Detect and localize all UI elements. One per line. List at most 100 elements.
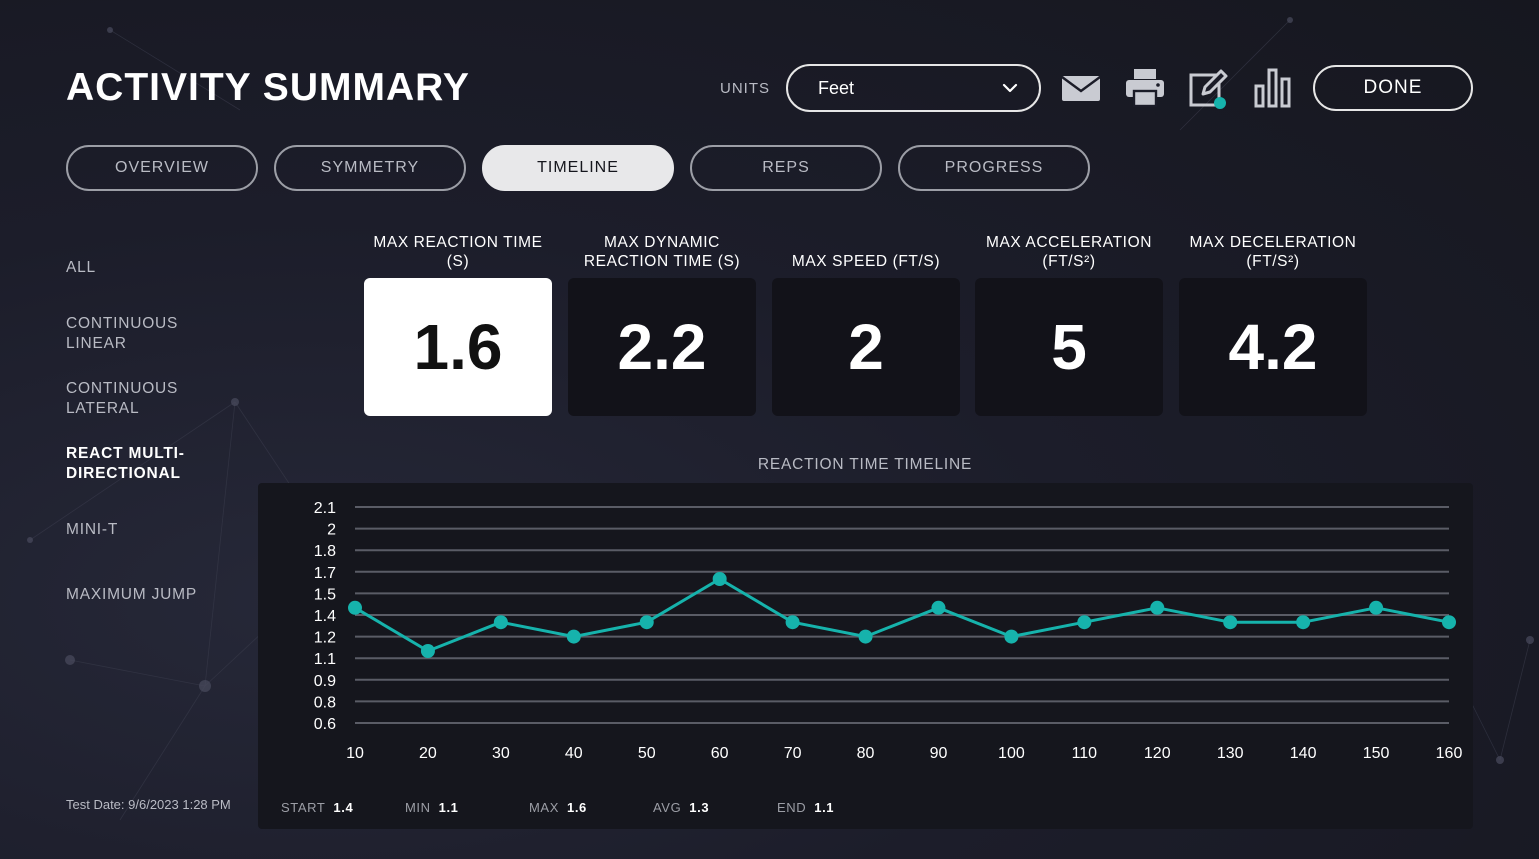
data-point xyxy=(858,629,873,644)
reaction-time-chart-panel: 2.1 2 1.8 1.7 1.5 1.4 1.2 1.1 0.9 0.8 0.6 10 20 30 40 5… xyxy=(258,483,1473,829)
x-tick-label: 50 xyxy=(638,745,656,762)
stat-end: END 1.1 xyxy=(777,800,901,815)
chart-title: REACTION TIME TIMELINE xyxy=(757,456,973,473)
y-tick-label: 1.7 xyxy=(314,565,336,582)
sidebar-item-all[interactable]: ALL xyxy=(66,259,96,276)
metric-card-max-dynamic-reaction-time[interactable]: MAX DYNAMIC REACTION TIME (S) 2.2 xyxy=(568,231,756,416)
bar-chart-icon[interactable] xyxy=(1251,66,1295,110)
series-line xyxy=(354,577,1450,653)
y-tick-label: 1.4 xyxy=(314,608,336,625)
x-tick-label: 80 xyxy=(857,745,875,762)
y-tick-label: 2 xyxy=(327,522,336,539)
stat-value: 1.1 xyxy=(438,800,459,815)
chevron-down-icon xyxy=(1002,83,1018,93)
data-point xyxy=(712,572,727,586)
tab-progress[interactable]: PROGRESS xyxy=(898,145,1090,191)
y-tick-label: 1.5 xyxy=(314,586,336,603)
stat-label: MAX xyxy=(529,800,559,815)
mail-icon[interactable] xyxy=(1059,66,1103,110)
tab-reps[interactable]: REPS xyxy=(690,145,882,191)
x-tick-label: 100 xyxy=(998,745,1025,762)
data-point xyxy=(1369,600,1384,615)
tab-symmetry[interactable]: SYMMETRY xyxy=(274,145,466,191)
metric-card-max-reaction-time[interactable]: MAX REACTION TIME (S) 1.6 xyxy=(364,231,552,416)
x-tick-label: 90 xyxy=(930,745,948,762)
metric-label: MAX DYNAMIC REACTION TIME (S) xyxy=(583,234,741,270)
y-tick-label: 0.9 xyxy=(314,673,336,690)
metric-card-max-acceleration[interactable]: MAX ACCELERATION (FT/S²) 5 xyxy=(975,231,1163,416)
x-tick-label: 60 xyxy=(711,745,729,762)
stat-max: MAX 1.6 xyxy=(529,800,653,815)
x-tick-label: 130 xyxy=(1217,745,1244,762)
data-point xyxy=(1077,615,1092,630)
stat-value: 1.1 xyxy=(814,800,835,815)
page-title: ACTIVITY SUMMARY xyxy=(66,66,470,109)
metric-label: MAX SPEED (FT/S) xyxy=(791,253,941,270)
x-tick-label: 160 xyxy=(1436,745,1463,762)
stat-label: AVG xyxy=(653,800,682,815)
stat-label: START xyxy=(281,800,326,815)
data-point xyxy=(1442,615,1456,630)
sidebar-item-continuous-linear[interactable]: CONTINUOUS LINEAR xyxy=(66,315,179,352)
tab-overview[interactable]: OVERVIEW xyxy=(66,145,258,191)
data-point xyxy=(1004,629,1019,644)
data-point xyxy=(785,615,800,630)
units-dropdown[interactable]: Feet xyxy=(786,64,1041,112)
metric-value: 4.2 xyxy=(1179,278,1367,416)
sidebar-item-mini-t[interactable]: MINI-T xyxy=(66,521,119,538)
reaction-time-line-chart: 2.1 2 1.8 1.7 1.5 1.4 1.2 1.1 0.9 0.8 0.6 10 20 30 40 5… xyxy=(314,500,1463,762)
stat-value: 1.3 xyxy=(689,800,710,815)
metric-label: MAX REACTION TIME (S) xyxy=(373,234,543,270)
stat-min: MIN 1.1 xyxy=(405,800,529,815)
y-tick-label: 2.1 xyxy=(314,500,336,517)
metric-value: 2.2 xyxy=(568,278,756,416)
y-tick-label: 1.1 xyxy=(314,651,336,668)
stat-avg: AVG 1.3 xyxy=(653,800,777,815)
y-tick-label: 0.8 xyxy=(314,694,336,711)
done-button[interactable]: DONE xyxy=(1313,65,1473,111)
data-point xyxy=(931,600,946,615)
sidebar-item-continuous-lateral[interactable]: CONTINUOUS LATERAL xyxy=(66,380,179,417)
x-tick-label: 30 xyxy=(492,745,510,762)
metric-value: 2 xyxy=(772,278,960,416)
x-tick-label: 40 xyxy=(565,745,583,762)
y-tick-label: 0.6 xyxy=(314,716,336,733)
metric-card-max-speed[interactable]: MAX SPEED (FT/S) 2 xyxy=(772,231,960,416)
metric-card-max-deceleration[interactable]: MAX DECELERATION (FT/S²) 4.2 xyxy=(1179,231,1367,416)
tab-timeline[interactable]: TIMELINE xyxy=(482,145,674,191)
metric-label: MAX DECELERATION (FT/S²) xyxy=(1189,234,1357,270)
data-point xyxy=(348,600,362,615)
stat-value: 1.4 xyxy=(333,800,354,815)
x-tick-label: 140 xyxy=(1290,745,1317,762)
sidebar-item-maximum-jump[interactable]: MAXIMUM JUMP xyxy=(66,586,198,603)
stat-value: 1.6 xyxy=(566,800,587,815)
x-tick-label: 150 xyxy=(1363,745,1390,762)
metric-label: MAX ACCELERATION (FT/S²) xyxy=(985,234,1153,270)
print-icon[interactable] xyxy=(1123,66,1167,110)
units-dropdown-value: Feet xyxy=(818,77,855,98)
data-point xyxy=(639,615,654,630)
x-tick-label: 70 xyxy=(784,745,802,762)
data-point xyxy=(1223,615,1238,630)
test-date: Test Date: 9/6/2023 1:28 PM xyxy=(66,797,231,812)
data-point xyxy=(1296,615,1311,630)
metric-value: 1.6 xyxy=(364,278,552,416)
y-tick-label: 1.2 xyxy=(314,630,336,647)
x-tick-label: 20 xyxy=(419,745,437,762)
y-tick-label: 1.8 xyxy=(314,543,336,560)
stat-start: START 1.4 xyxy=(281,800,405,815)
data-point xyxy=(493,615,508,630)
x-tick-label: 10 xyxy=(346,745,364,762)
edit-icon[interactable] xyxy=(1187,66,1231,110)
tab-bar: OVERVIEW SYMMETRY TIMELINE REPS PROGRESS xyxy=(66,145,1090,191)
data-point xyxy=(420,644,435,658)
x-tick-label: 120 xyxy=(1144,745,1171,762)
timeline-stats: START 1.4 MIN 1.1 MAX 1.6 AVG 1.3 END 1.1 xyxy=(281,800,901,815)
metric-value: 5 xyxy=(975,278,1163,416)
data-point xyxy=(1150,600,1165,615)
x-tick-label: 110 xyxy=(1072,745,1098,762)
sidebar-item-react-multi-directional[interactable]: REACT MULTI- DIRECTIONAL xyxy=(66,445,185,482)
stat-label: MIN xyxy=(405,800,431,815)
stat-label: END xyxy=(777,800,807,815)
